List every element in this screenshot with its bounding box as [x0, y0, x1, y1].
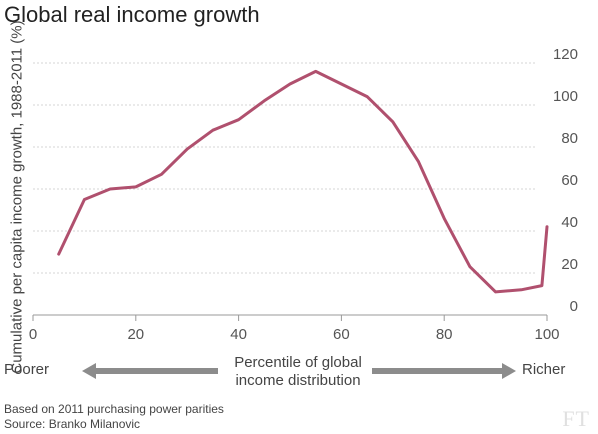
left-arrow-icon [82, 363, 96, 379]
x-tick-label-80: 80 [436, 326, 453, 343]
x-tick-label-60: 60 [333, 326, 350, 343]
y-tick-label-120: 120 [553, 46, 578, 63]
ppp-note: Based on 2011 purchasing power parities [4, 402, 224, 416]
x-tick-label-0: 0 [29, 326, 37, 343]
x-axis-label: Percentile of global income distribution [228, 354, 368, 390]
x-tick-label-20: 20 [127, 326, 144, 343]
right-arrow-shaft [372, 368, 502, 374]
series-line-0 [57, 69, 549, 294]
richer-label: Richer [522, 361, 566, 378]
chart-title: Global real income growth [4, 2, 260, 27]
left-arrow-shaft [96, 368, 218, 374]
poorer-label: Poorer [4, 361, 50, 378]
x-tick-label-40: 40 [230, 326, 247, 343]
ft-logo: FT [562, 406, 590, 431]
y-tick-label-20: 20 [561, 256, 578, 273]
y-tick-label-0: 0 [570, 298, 578, 315]
y-tick-label-60: 60 [561, 172, 578, 189]
x-tick-label-100: 100 [534, 326, 559, 343]
y-tick-label-80: 80 [561, 130, 578, 147]
y-tick-label-100: 100 [553, 88, 578, 105]
right-arrow-icon [502, 363, 516, 379]
footnotes: Based on 2011 purchasing power parities … [4, 402, 224, 432]
x-axis-label-line1: Percentile of global [234, 354, 362, 371]
x-axis-label-line2: income distribution [235, 372, 361, 389]
y-tick-label-40: 40 [561, 214, 578, 231]
source-note: Source: Branko Milanovic [4, 417, 141, 431]
